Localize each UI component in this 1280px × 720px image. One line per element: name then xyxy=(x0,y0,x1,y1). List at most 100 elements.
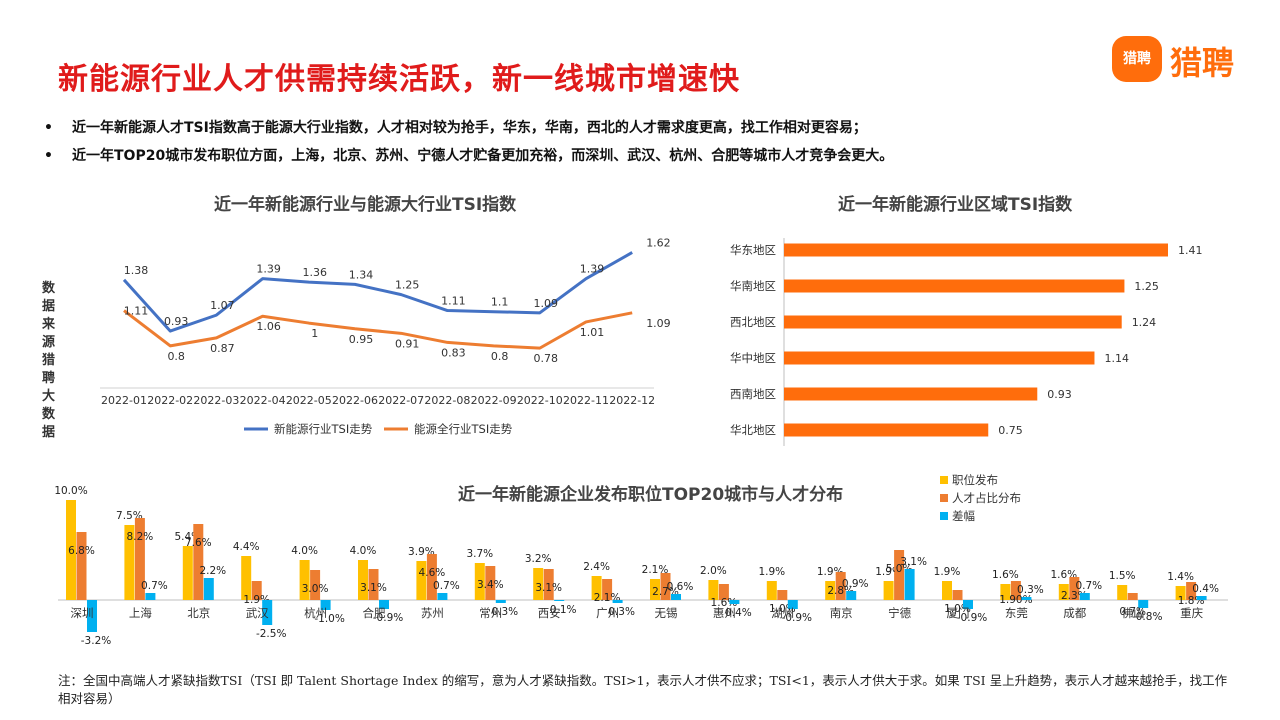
data-label: 1.14 xyxy=(1104,352,1129,365)
data-label: 4.0% xyxy=(291,545,318,557)
data-label: 1 xyxy=(311,327,318,340)
logo-icon-text: 猎聘 xyxy=(1123,51,1151,67)
bar xyxy=(299,560,310,600)
x-tick-label: 2022-07 xyxy=(378,394,424,407)
bar xyxy=(134,518,145,600)
data-label: 1.9% xyxy=(758,566,785,578)
bar xyxy=(602,579,613,600)
bar xyxy=(1000,584,1011,600)
data-label: 1.25 xyxy=(395,279,420,292)
data-label: 0.4% xyxy=(725,607,752,619)
bar xyxy=(241,556,252,600)
x-tick-label: 2022-01 xyxy=(101,394,147,407)
bar xyxy=(784,315,1122,329)
data-label: 0.95 xyxy=(349,333,374,346)
data-label: 3.1% xyxy=(360,582,387,594)
series-line-1 xyxy=(122,251,633,333)
bar xyxy=(1021,597,1032,600)
x-tick-label: 东莞 xyxy=(1005,606,1028,620)
bar xyxy=(708,580,719,600)
data-label: 0.7% xyxy=(1119,606,1146,618)
x-tick-label: 2022-03 xyxy=(193,394,239,407)
bar xyxy=(660,573,671,600)
bar xyxy=(963,600,973,609)
data-label: 1.07 xyxy=(210,299,235,312)
data-label: 1.62 xyxy=(646,236,671,249)
legend-swatch xyxy=(940,476,948,484)
bar xyxy=(671,594,681,600)
data-label: -3.2% xyxy=(81,635,111,647)
bar xyxy=(777,590,788,600)
x-tick-label: 合肥 xyxy=(363,606,386,620)
data-label: 0.8 xyxy=(491,350,509,363)
data-label: 1.39 xyxy=(580,263,605,276)
data-label: 6.8% xyxy=(68,545,95,557)
bar xyxy=(729,600,740,604)
bar xyxy=(495,600,506,603)
bar xyxy=(533,568,544,600)
footnote: 注：全国中高端人才紧缺指数TSI（TSI 即 Talent Shortage I… xyxy=(58,673,1228,706)
y-tick-label: 华东地区 xyxy=(730,243,776,257)
bar xyxy=(437,593,448,600)
legend-label: 能源全行业TSI走势 xyxy=(414,422,513,436)
x-tick-label: 上海 xyxy=(129,606,152,620)
x-tick-label: 西安 xyxy=(538,606,561,620)
bar xyxy=(203,578,214,600)
data-label: 1.34 xyxy=(349,268,374,281)
data-label: 1.9% xyxy=(934,566,961,578)
data-label: -0.9% xyxy=(373,612,403,624)
x-tick-label: 2022-08 xyxy=(424,394,470,407)
data-label: 1.11 xyxy=(124,305,149,318)
data-label: 2.2% xyxy=(199,565,226,577)
data-label: 1.4% xyxy=(1167,571,1194,583)
legend-label: 新能源行业TSI走势 xyxy=(274,422,373,436)
bar xyxy=(825,581,836,600)
bar xyxy=(784,423,989,437)
bar xyxy=(787,600,798,609)
x-tick-label: 2022-09 xyxy=(471,394,517,407)
data-label: 3.1% xyxy=(535,582,562,594)
data-label: 0.3% xyxy=(608,606,635,618)
x-tick-label: 无锡 xyxy=(655,606,678,620)
bar xyxy=(718,584,729,600)
data-label: 2.4% xyxy=(583,561,610,573)
x-tick-label: 2022-11 xyxy=(563,394,609,407)
legend-swatch xyxy=(940,494,948,502)
data-label: -0.9% xyxy=(957,612,987,624)
bar xyxy=(1196,596,1207,600)
data-label: 1.09 xyxy=(646,317,671,330)
x-tick-label: 北京 xyxy=(187,606,210,620)
data-label: 0.1% xyxy=(550,604,577,616)
x-tick-label: 南京 xyxy=(830,606,853,620)
data-label: 0.87 xyxy=(210,342,235,355)
bar xyxy=(784,351,1095,365)
bar xyxy=(320,600,331,610)
bar xyxy=(1010,581,1021,600)
legend-label: 差幅 xyxy=(952,509,975,523)
bar xyxy=(942,581,952,600)
liepin-logo: 猎聘 猎聘 xyxy=(1112,36,1252,82)
x-tick-label: 杭州 xyxy=(304,606,327,620)
bar xyxy=(145,593,156,600)
data-label: 1.11 xyxy=(441,295,466,308)
data-label: 3.2% xyxy=(525,553,552,565)
data-label: 10.0% xyxy=(54,485,87,497)
x-tick-label: 2022-06 xyxy=(332,394,378,407)
x-tick-label: 武汉 xyxy=(246,606,269,620)
data-label: 1.41 xyxy=(1178,244,1203,257)
bar xyxy=(894,550,905,600)
x-tick-label: 惠州 xyxy=(713,606,736,620)
x-tick-label: 苏州 xyxy=(421,606,444,620)
bar xyxy=(591,576,602,600)
bullet-item: • 近一年TOP20城市发布职位方面，上海，北京、苏州、宁德人才贮备更加充裕，而深… xyxy=(44,142,1252,170)
bar xyxy=(368,569,379,600)
data-label: 1.38 xyxy=(124,264,149,277)
data-label: 1.1 xyxy=(491,296,509,309)
x-tick-label: 重庆 xyxy=(1180,606,1203,620)
bar xyxy=(766,581,777,600)
x-tick-label: 2022-02 xyxy=(147,394,193,407)
data-label: 0.83 xyxy=(441,346,466,359)
data-label: -2.5% xyxy=(256,628,286,640)
